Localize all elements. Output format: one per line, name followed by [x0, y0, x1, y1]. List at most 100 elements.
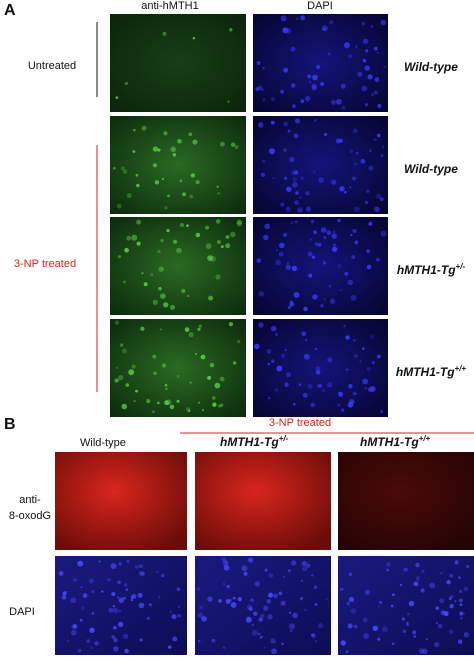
cell: [286, 262, 290, 265]
cell: [135, 389, 138, 393]
cell: [421, 569, 425, 573]
cell: [215, 274, 221, 280]
cell: [311, 633, 315, 637]
cell: [70, 597, 77, 604]
row-label: hMTH1-Tg+/-: [397, 262, 466, 278]
cell: [347, 623, 353, 629]
cell: [337, 263, 342, 268]
cell: [164, 400, 170, 406]
cell: [300, 176, 304, 180]
cell: [286, 186, 292, 193]
cell: [275, 259, 282, 266]
cell: [304, 608, 307, 612]
cell: [143, 282, 148, 287]
cell: [301, 561, 307, 567]
cell: [366, 249, 370, 254]
cell: [226, 584, 230, 589]
cell: [327, 357, 333, 363]
cell: [287, 305, 292, 310]
cell: [309, 238, 312, 241]
cell: [115, 366, 119, 369]
cell: [340, 640, 346, 646]
column-header: anti-hMTH1: [141, 0, 198, 12]
cell: [406, 621, 409, 625]
cell: [435, 606, 440, 610]
cell: [379, 197, 384, 202]
cell: [321, 25, 328, 32]
cell: [195, 352, 198, 356]
column-header: hMTH1-Tg+/+: [360, 434, 431, 450]
cell: [258, 322, 264, 328]
micrograph: [110, 217, 246, 315]
cell: [331, 233, 337, 239]
cell: [327, 382, 333, 388]
superscript: +/+: [419, 434, 431, 443]
cell: [377, 637, 381, 641]
cell: [261, 159, 266, 164]
cell: [123, 596, 126, 600]
cell: [124, 648, 129, 654]
micrograph: [55, 452, 187, 550]
cell: [172, 153, 177, 157]
cell: [283, 232, 288, 238]
cell: [197, 612, 204, 618]
cell: [184, 327, 190, 332]
cell: [345, 335, 350, 340]
cell: [266, 598, 272, 604]
cell: [362, 347, 365, 350]
cell: [316, 64, 321, 70]
cell: [73, 577, 78, 582]
cell: [386, 568, 389, 572]
cell: [209, 362, 215, 368]
cell: [157, 148, 161, 152]
cell: [311, 255, 316, 259]
cell: [294, 220, 298, 224]
cell: [435, 621, 438, 625]
cell: [217, 192, 220, 195]
cell: [331, 179, 337, 185]
cell: [264, 223, 271, 230]
cell: [292, 181, 298, 188]
cell: [443, 610, 449, 617]
cell: [348, 54, 353, 59]
micrograph: [195, 556, 331, 655]
cell: [324, 132, 328, 136]
label-text: hMTH1-Tg: [360, 435, 419, 449]
cell: [314, 242, 319, 246]
cell: [72, 624, 78, 629]
cell: [289, 156, 295, 163]
cell: [320, 304, 324, 308]
cell: [315, 640, 318, 643]
cell: [150, 273, 154, 276]
cell: [252, 630, 258, 636]
cell: [322, 389, 325, 392]
column-header: hMTH1-Tg+/-: [220, 434, 289, 450]
cell: [374, 206, 380, 213]
cell: [290, 83, 296, 88]
cell: [346, 601, 351, 606]
cell: [118, 609, 122, 613]
cell: [418, 648, 425, 654]
cell: [276, 249, 279, 252]
cell: [258, 291, 265, 297]
cell: [353, 206, 360, 213]
cell: [146, 399, 151, 404]
cell: [320, 227, 327, 233]
cell: [89, 627, 95, 634]
cell: [125, 588, 129, 592]
cell: [176, 247, 182, 254]
cell: [304, 338, 308, 342]
cell: [276, 365, 283, 372]
group-label: Untreated: [28, 60, 76, 72]
cell: [124, 247, 129, 253]
cell: [421, 648, 428, 655]
cell: [220, 245, 224, 249]
cell: [101, 590, 104, 593]
cell: [446, 580, 451, 585]
cell: [317, 623, 324, 629]
cell: [312, 294, 318, 300]
cell: [201, 409, 204, 412]
cell: [274, 388, 279, 392]
cell: [121, 403, 127, 410]
cell: [372, 625, 378, 632]
